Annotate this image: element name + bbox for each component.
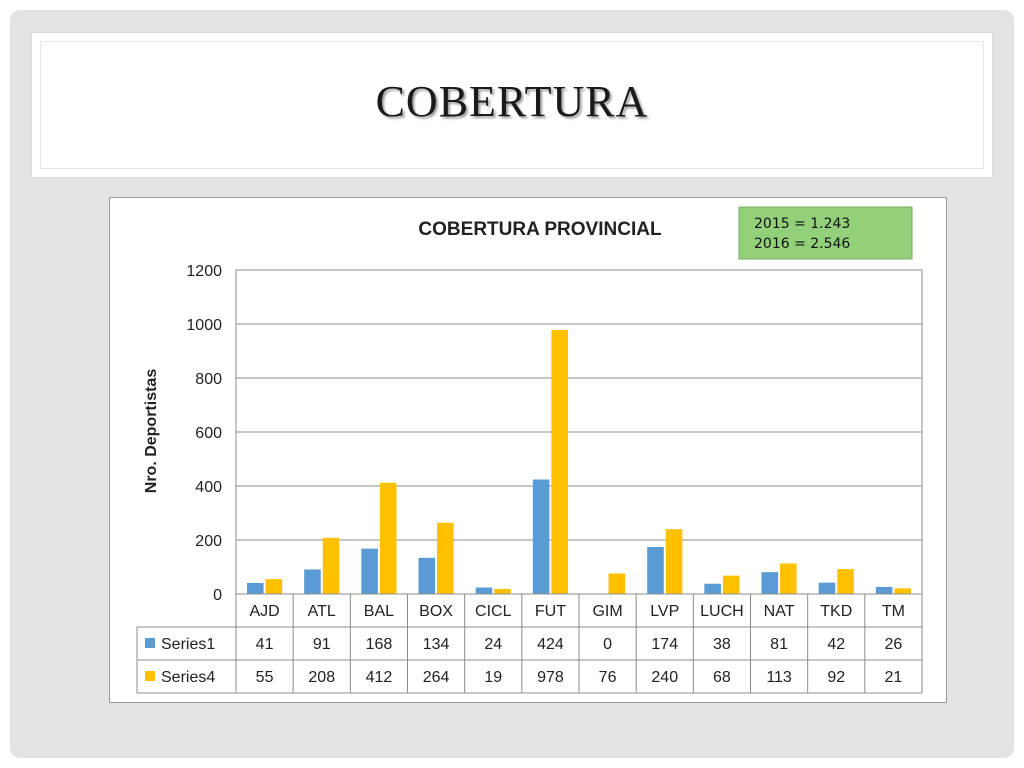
bar-series1-tkd <box>818 582 836 594</box>
data-label-series1: 91 <box>313 636 331 653</box>
category-label: LVP <box>650 603 679 620</box>
bar-series4-lvp <box>665 529 683 594</box>
data-label-series4: 55 <box>256 669 274 686</box>
data-label-series4: 92 <box>827 669 845 686</box>
category-label: BOX <box>419 603 453 620</box>
note-line-2016: 2016 = 2.546 <box>754 236 850 252</box>
bar-series4-cicl <box>494 588 511 594</box>
category-label: TKD <box>820 603 852 620</box>
category-label: GIM <box>592 603 622 620</box>
category-label: TM <box>882 603 905 620</box>
category-label: CICL <box>475 603 512 620</box>
bar-series1-luch <box>704 583 721 594</box>
bar-series4-luch <box>722 575 740 594</box>
data-label-series1: 81 <box>770 636 788 653</box>
legend-label-series4: Series4 <box>161 669 215 686</box>
data-label-series4: 208 <box>308 669 335 686</box>
note-line-2015: 2015 = 1.243 <box>754 216 850 232</box>
data-label-series1: 26 <box>885 636 903 653</box>
note-box: 2015 = 1.243 2016 = 2.546 <box>738 206 913 260</box>
bar-series1-tm <box>875 586 893 594</box>
chart-container: COBERTURA PROVINCIAL 2015 = 1.243 2016 =… <box>109 197 947 703</box>
category-label: BAL <box>364 603 394 620</box>
data-label-series4: 240 <box>651 669 678 686</box>
bar-series4-bal <box>379 482 397 594</box>
data-label-series1: 38 <box>713 636 731 653</box>
bar-series1-cicl <box>475 587 493 594</box>
category-label: LUCH <box>700 603 744 620</box>
data-label-series1: 41 <box>256 636 274 653</box>
slide-title: COBERTURA <box>375 77 649 126</box>
y-tick-label: 0 <box>213 587 222 604</box>
y-axis-ticks: 0 200 400 600 800 1000 1200 <box>186 263 222 604</box>
data-label-series4: 113 <box>766 669 792 686</box>
bar-series1-atl <box>304 569 321 594</box>
category-label: NAT <box>764 603 795 620</box>
data-label-series1: 424 <box>537 636 564 653</box>
bar-series4-gim <box>608 573 626 594</box>
bar-series1-ajd <box>247 582 264 594</box>
data-label-series4: 76 <box>599 669 617 686</box>
y-tick-label: 200 <box>195 533 222 550</box>
bar-series4-ajd <box>265 579 283 594</box>
data-label-series4: 412 <box>366 669 393 686</box>
bar-series4-atl <box>322 537 340 594</box>
data-label-series4: 264 <box>423 669 450 686</box>
data-label-series1: 0 <box>603 636 612 653</box>
category-label: FUT <box>535 603 566 620</box>
data-label-series1: 42 <box>827 636 845 653</box>
legend-label-series1: Series1 <box>161 636 215 653</box>
bar-series4-fut <box>551 329 568 594</box>
note-box-background <box>738 206 913 260</box>
bar-series1-fut <box>532 479 550 594</box>
title-panel-inner <box>40 41 984 169</box>
y-tick-label: 1200 <box>186 263 222 280</box>
data-label-series4: 978 <box>537 669 564 686</box>
data-label-series1: 24 <box>484 636 502 653</box>
bar-series4-tkd <box>837 569 854 594</box>
y-axis-label: Nro. Deportistas <box>143 369 160 494</box>
legend-swatch-series1 <box>145 638 155 648</box>
data-label-series1: 134 <box>423 636 450 653</box>
chart-title: COBERTURA PROVINCIAL <box>418 219 662 240</box>
category-label: ATL <box>308 603 336 620</box>
data-table: AJD ATL BAL BOX CICL FUT GIM LVP LUCH NAT TKD TM Ser… <box>136 270 923 694</box>
bar-series4-tm <box>894 588 911 594</box>
bar-series1-lvp <box>647 547 664 594</box>
bar-series1-nat <box>761 572 779 594</box>
category-label: AJD <box>249 603 279 620</box>
bar-series4-box <box>437 522 454 594</box>
title-panel <box>31 32 993 178</box>
y-tick-label: 1000 <box>186 317 222 334</box>
bar-chart: COBERTURA PROVINCIAL 2015 = 1.243 2016 =… <box>136 206 923 694</box>
data-label-series4: 19 <box>484 669 502 686</box>
y-tick-label: 400 <box>195 479 222 496</box>
data-label-series1: 168 <box>366 636 393 653</box>
data-label-series1: 174 <box>651 636 678 653</box>
bar-series1-bal <box>361 548 378 594</box>
y-tick-label: 800 <box>195 371 222 388</box>
bar-series4-nat <box>780 563 797 594</box>
bars <box>247 329 911 594</box>
y-tick-label: 600 <box>195 425 222 442</box>
bar-series1-box <box>418 557 436 594</box>
data-label-series4: 21 <box>885 669 903 686</box>
data-label-series4: 68 <box>713 669 731 686</box>
legend-swatch-series4 <box>145 671 155 681</box>
